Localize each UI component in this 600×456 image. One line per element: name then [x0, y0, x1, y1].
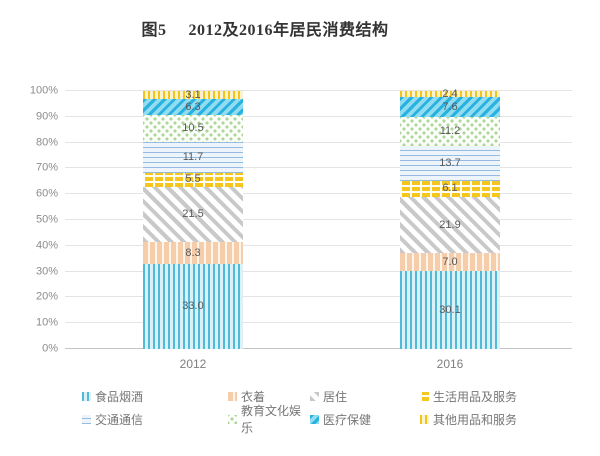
gridline [65, 219, 572, 220]
legend-label: 居住 [323, 389, 348, 404]
legend: 食品烟酒 衣着 居住 生活用品及服务交通通信 教育文化娱乐 医疗保健 其他用品和服务 [82, 388, 517, 435]
gridline [65, 167, 572, 169]
legend-item-housing: 居住 [310, 388, 420, 404]
segment-healthcare: 6.3 [143, 99, 243, 116]
legend-item-clothing: 衣着 [228, 388, 310, 404]
other-pattern-swatch-icon [420, 414, 429, 424]
segment-value-label: 7.6 [442, 100, 458, 113]
segment-other: 2.4 [400, 87, 500, 100]
segment-housing: 21.9 [400, 196, 500, 254]
segment-value-label: 21.9 [439, 218, 461, 231]
segment-value-label: 6.3 [185, 100, 201, 113]
legend-label: 医疗保健 [323, 412, 372, 427]
segment-value-label: 8.3 [185, 246, 201, 259]
legend-label: 其他用品和服务 [433, 412, 518, 427]
gridline [65, 90, 572, 91]
title-text: 2012及2016年居民消费结构 [188, 22, 389, 39]
y-tick-label: 50% [35, 213, 58, 226]
y-tick-label: 80% [35, 136, 58, 149]
food-pattern-swatch-icon [82, 391, 91, 401]
gridline [65, 270, 572, 272]
y-tick-label: 0% [42, 342, 58, 355]
gridline [65, 322, 572, 324]
y-tick-label: 40% [35, 239, 58, 252]
legend-item-food: 食品烟酒 [82, 388, 228, 404]
legend-label: 衣着 [241, 389, 266, 404]
segment-value-label: 2.4 [442, 87, 458, 100]
bar-2016: 30.1 7.0 21.9 6.1 13.7 11.2 7.6 2.4 [400, 87, 500, 349]
healthcare-pattern-swatch-icon [310, 414, 319, 424]
segment-value-label: 11.7 [182, 151, 204, 164]
transport-pattern-swatch-icon [82, 414, 91, 424]
segment-value-label: 21.5 [182, 208, 204, 221]
legend-item-other: 其他用品和服务 [420, 411, 517, 427]
figure-number: 图5 [141, 22, 167, 39]
segment-food: 33.0 [143, 263, 243, 349]
x-tick-label: 2016 [436, 357, 464, 371]
plot-area: 33.0 8.3 21.5 5.5 11.7 10.5 6.3 3.1 30.1 7.0 21.9 6… [65, 87, 572, 349]
legend-item-healthcare: 医疗保健 [310, 411, 420, 427]
y-tick-label: 70% [35, 161, 58, 174]
gridline [65, 244, 572, 246]
segment-transport: 13.7 [400, 145, 500, 182]
y-tick-label: 100% [29, 84, 58, 97]
gridline [65, 193, 572, 195]
segment-other: 3.1 [143, 88, 243, 101]
segment-value-label: 30.1 [439, 303, 461, 316]
bar-2012: 33.0 8.3 21.5 5.5 11.7 10.5 6.3 3.1 [143, 88, 243, 349]
legend-label: 教育文化娱乐 [241, 404, 302, 435]
y-tick-label: 30% [35, 265, 58, 278]
legend-label: 食品烟酒 [95, 389, 144, 404]
segment-household: 6.1 [400, 181, 500, 197]
y-tick-label: 20% [35, 290, 58, 303]
legend-label: 交通通信 [95, 412, 144, 427]
figure-title: 图5 2012及2016年居民消费结构 [0, 16, 530, 40]
housing-pattern-swatch-icon [310, 391, 319, 401]
segment-value-label: 11.2 [439, 124, 461, 137]
segment-clothing: 8.3 [143, 242, 243, 264]
legend-item-education: 教育文化娱乐 [228, 404, 310, 435]
education-pattern-swatch-icon [228, 414, 237, 424]
household-pattern-swatch-icon [420, 391, 429, 401]
clothing-pattern-swatch-icon [228, 391, 237, 401]
segment-education: 11.2 [400, 116, 500, 146]
segment-food: 30.1 [400, 271, 500, 349]
y-tick-label: 90% [35, 110, 58, 123]
segment-transport: 11.7 [143, 142, 243, 173]
legend-label: 生活用品及服务 [433, 389, 518, 404]
gridline [65, 115, 572, 117]
segment-healthcare: 7.6 [400, 97, 500, 117]
segment-value-label: 33.0 [182, 299, 204, 312]
gridline [65, 141, 572, 143]
segment-value-label: 3.1 [185, 88, 201, 101]
segment-household: 5.5 [143, 172, 243, 187]
segment-education: 10.5 [143, 115, 243, 143]
x-axis-line [65, 348, 572, 349]
gridline [65, 296, 572, 298]
legend-item-transport: 交通通信 [82, 411, 228, 427]
segment-value-label: 5.5 [185, 173, 201, 186]
segment-housing: 21.5 [143, 186, 243, 243]
segment-value-label: 10.5 [182, 122, 204, 135]
x-tick-label: 2012 [179, 357, 207, 371]
segment-value-label: 13.7 [439, 156, 461, 169]
legend-item-household: 生活用品及服务 [420, 388, 517, 404]
y-tick-label: 60% [35, 187, 58, 200]
segment-value-label: 6.1 [442, 182, 458, 195]
segment-clothing: 7.0 [400, 253, 500, 272]
y-tick-label: 10% [35, 316, 58, 329]
segment-value-label: 7.0 [442, 255, 458, 268]
